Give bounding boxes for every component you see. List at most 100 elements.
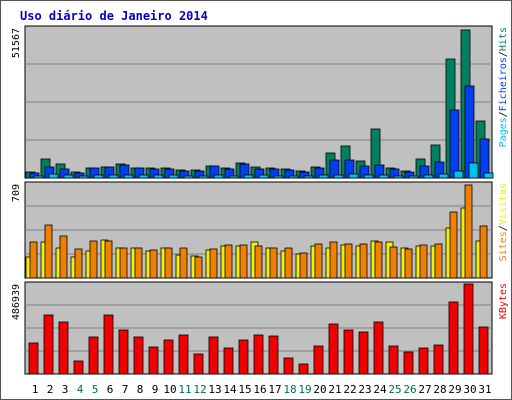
visits-bar-sites-3 [60, 236, 67, 278]
visits-bar-sites-21 [330, 242, 337, 278]
day-label-2: 2 [47, 383, 54, 396]
hits-bar-pages-22 [349, 174, 358, 178]
hits-ymax-label: 51567 [11, 28, 22, 58]
kbytes-bar-kbytes-13 [209, 337, 218, 374]
hits-bar-pages-17 [274, 176, 283, 178]
visits-bar-sites-7 [120, 248, 127, 278]
visits-bar-sites-1 [30, 242, 37, 278]
day-label-27: 27 [418, 383, 431, 396]
kbytes-bar-kbytes-3 [59, 322, 68, 374]
kbytes-bar-kbytes-21 [329, 324, 338, 374]
kbytes-bar-kbytes-18 [284, 358, 293, 374]
kbytes-bar-kbytes-11 [179, 335, 188, 374]
day-label-12: 12 [193, 383, 206, 396]
visits-bar-sites-2 [45, 225, 52, 278]
visits-bar-sites-24 [375, 242, 382, 278]
kbytes-bar-kbytes-15 [239, 340, 248, 374]
hits-bar-pages-23 [364, 175, 373, 178]
visits-bar-sites-19 [300, 253, 307, 278]
day-label-24: 24 [373, 383, 387, 396]
kbytes-bar-kbytes-24 [374, 322, 383, 374]
day-label-5: 5 [92, 383, 99, 396]
kbytes-bar-kbytes-8 [134, 337, 143, 374]
day-label-15: 15 [238, 383, 251, 396]
hits-bar-pages-30 [469, 163, 478, 178]
day-label-16: 16 [253, 383, 266, 396]
hits-legend-4: Hits [498, 27, 509, 51]
day-label-9: 9 [152, 383, 159, 396]
visits-bar-sites-22 [345, 244, 352, 278]
kbytes-bar-kbytes-9 [149, 347, 158, 374]
visits-bar-sites-5 [90, 241, 97, 278]
day-label-14: 14 [223, 383, 237, 396]
kbytes-bar-kbytes-16 [254, 335, 263, 374]
day-label-13: 13 [208, 383, 221, 396]
hits-bar-ficheiros-31 [480, 139, 489, 178]
visits-bar-sites-25 [390, 247, 397, 278]
hits-bar-pages-4 [79, 176, 88, 178]
day-label-7: 7 [122, 383, 129, 396]
visits-bar-sites-9 [150, 250, 157, 278]
visits-bar-sites-29 [450, 212, 457, 278]
kbytes-bar-kbytes-1 [29, 343, 38, 374]
hits-legend-0: Pages [498, 117, 509, 147]
day-label-19: 19 [298, 383, 311, 396]
visits-bar-sites-12 [195, 257, 202, 278]
visits-legend-2: Visitas [498, 183, 509, 225]
visits-bar-sites-30 [465, 185, 472, 278]
kbytes-ymax-label: 486939 [11, 284, 22, 320]
day-label-3: 3 [62, 383, 69, 396]
visits-bar-sites-15 [240, 245, 247, 278]
hits-legend-2: Ficheiros [498, 57, 509, 111]
visits-bar-sites-17 [270, 248, 277, 278]
day-label-21: 21 [328, 383, 341, 396]
hits-bar-pages-20 [319, 175, 328, 178]
hits-bar-pages-9 [154, 175, 163, 178]
kbytes-bar-kbytes-31 [479, 327, 488, 374]
kbytes-bar-kbytes-27 [419, 348, 428, 374]
visits-bar-sites-23 [360, 244, 367, 278]
day-label-26: 26 [403, 383, 416, 396]
kbytes-bar-kbytes-28 [434, 345, 443, 374]
kbytes-bar-kbytes-29 [449, 302, 458, 374]
kbytes-bar-kbytes-5 [89, 337, 98, 374]
kbytes-bar-kbytes-19 [299, 364, 308, 374]
visits-bar-sites-26 [405, 249, 412, 278]
kbytes-bar-kbytes-2 [44, 315, 53, 374]
hits-bar-pages-24 [379, 175, 388, 178]
hits-bar-pages-5 [94, 175, 103, 178]
day-label-18: 18 [283, 383, 296, 396]
hits-bar-pages-29 [454, 171, 463, 178]
kbytes-bar-kbytes-25 [389, 346, 398, 374]
hits-bar-pages-31 [484, 173, 493, 178]
kbytes-bar-kbytes-12 [194, 354, 203, 374]
day-label-30: 30 [463, 383, 476, 396]
visits-bar-sites-8 [135, 248, 142, 278]
visits-bar-sites-14 [225, 245, 232, 278]
visits-bar-sites-10 [165, 248, 172, 278]
hits-bar-ficheiros-29 [450, 110, 459, 178]
visits-bar-sites-13 [210, 249, 217, 278]
visits-bar-sites-16 [255, 246, 262, 278]
hits-bar-pages-18 [289, 176, 298, 178]
hits-side-legend: Pages/Ficheiros/Hits [498, 27, 509, 147]
kbytes-bar-kbytes-7 [119, 330, 128, 374]
hits-bar-pages-11 [184, 176, 193, 178]
hits-bar-pages-14 [229, 176, 238, 178]
hits-bar-pages-25 [394, 176, 403, 178]
day-label-17: 17 [268, 383, 281, 396]
day-label-31: 31 [478, 383, 491, 396]
hits-bar-pages-28 [439, 174, 448, 178]
day-label-1: 1 [32, 383, 39, 396]
day-label-11: 11 [178, 383, 191, 396]
kbytes-bar-kbytes-14 [224, 348, 233, 374]
hits-bar-pages-3 [64, 175, 73, 178]
visits-bar-sites-6 [105, 241, 112, 278]
visits-side-legend: Sites/Visitas [498, 183, 509, 261]
kbytes-bar-kbytes-17 [269, 336, 278, 374]
kbytes-bar-kbytes-23 [359, 332, 368, 374]
day-label-4: 4 [77, 383, 84, 396]
hits-bar-pages-16 [259, 175, 268, 178]
hits-bar-pages-15 [244, 175, 253, 178]
